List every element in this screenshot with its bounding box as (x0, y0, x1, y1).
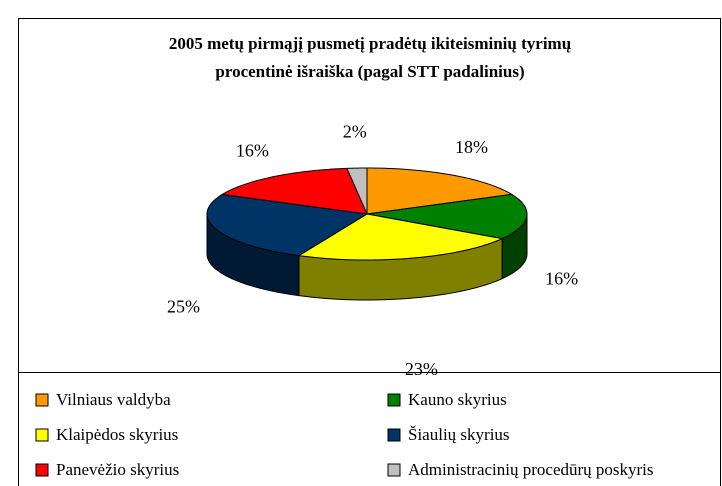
pie-slice (366, 193, 528, 240)
legend-swatch (35, 393, 49, 407)
legend-box (18, 372, 721, 486)
data-label: 23% (405, 359, 438, 379)
legend-swatch (35, 428, 49, 442)
legend-label: Šiaulių skyrius (408, 425, 510, 444)
data-label: 16% (545, 268, 578, 288)
legend-label: Panevėžio skyrius (56, 460, 179, 479)
legend-label: Vilniaus valdyba (56, 390, 171, 409)
legend-label: Kauno skyrius (408, 390, 507, 409)
data-label: 16% (236, 140, 269, 160)
legend-swatch (387, 393, 401, 407)
chart-title: 2005 metų pirmąjį pusmetį pradėtų ikitei… (169, 34, 571, 53)
chart-title: procentinė išraiška (pagal STT padaliniu… (215, 62, 524, 81)
pie-slice (206, 193, 369, 257)
legend-swatch (387, 428, 401, 442)
data-label: 2% (343, 121, 367, 141)
data-label: 18% (455, 137, 488, 157)
pie-slice (366, 167, 514, 215)
legend-label: Klaipėdos skyrius (56, 425, 178, 444)
legend-swatch (387, 463, 401, 477)
legend-swatch (35, 463, 49, 477)
pie-slice (220, 167, 368, 215)
legend-label: Administracinių procedūrų poskyris (408, 460, 654, 479)
pie-slice (346, 167, 368, 215)
data-label: 25% (167, 296, 200, 316)
pie-slice (297, 213, 504, 261)
